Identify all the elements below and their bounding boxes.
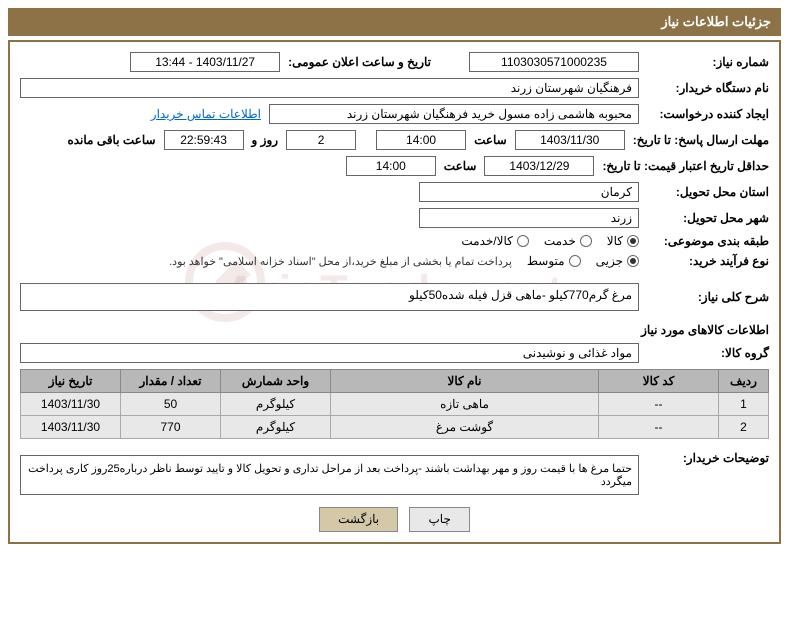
days-label: روز و: [244, 133, 287, 147]
city: زرند: [419, 208, 639, 228]
page-header: جزئیات اطلاعات نیاز: [8, 8, 781, 36]
table-header-row: ردیف کد کالا نام کالا واحد شمارش تعداد /…: [21, 370, 769, 393]
radio-medium-label: متوسط: [527, 254, 565, 268]
radio-service-label: خدمت: [544, 234, 576, 248]
items-section-title: اطلاعات کالاهای مورد نیاز: [20, 323, 769, 337]
description-box: مرغ گرم770کیلو -ماهی قزل فیله شده50کیلو: [20, 283, 639, 311]
category-radio-group: کالا خدمت کالا/خدمت: [461, 234, 639, 248]
validity-label: حداقل تاریخ اعتبار قیمت: تا تاریخ:: [594, 159, 769, 173]
city-label: شهر محل تحویل:: [639, 211, 769, 225]
radio-medium-circle: [569, 255, 581, 267]
main-container: AriaTender.net شماره نیاز: 1103030571000…: [8, 40, 781, 544]
radio-small[interactable]: جزیی: [596, 254, 639, 268]
th-code: کد کالا: [599, 370, 719, 393]
time-label-1: ساعت: [466, 133, 515, 147]
response-time: 14:00: [376, 130, 466, 150]
radio-goods-service-label: کالا/خدمت: [461, 234, 512, 248]
button-row: چاپ بازگشت: [20, 507, 769, 532]
row-validity: حداقل تاریخ اعتبار قیمت: تا تاریخ: 1403/…: [20, 156, 769, 176]
cell-qty: 770: [121, 416, 221, 439]
row-group: گروه کالا: مواد غذائی و نوشیدنی: [20, 343, 769, 363]
cell-code: --: [599, 393, 719, 416]
cell-unit: کیلوگرم: [221, 416, 331, 439]
page-title: جزئیات اطلاعات نیاز: [661, 14, 771, 29]
cell-row: 1: [719, 393, 769, 416]
description-label: شرح کلی نیاز:: [639, 290, 769, 304]
cell-name: گوشت مرغ: [331, 416, 599, 439]
row-deadline: مهلت ارسال پاسخ: تا تاریخ: 1403/11/30 سا…: [20, 130, 769, 150]
validity-time: 14:00: [346, 156, 436, 176]
row-description: شرح کلی نیاز: مرغ گرم770کیلو -ماهی قزل ف…: [20, 283, 769, 311]
countdown: 22:59:43: [164, 130, 244, 150]
cell-row: 2: [719, 416, 769, 439]
radio-small-circle: [627, 255, 639, 267]
group: مواد غذائی و نوشیدنی: [20, 343, 639, 363]
announce-date: 1403/11/27 - 13:44: [130, 52, 280, 72]
table-row: 1 -- ماهی تازه کیلوگرم 50 1403/11/30: [21, 393, 769, 416]
radio-service[interactable]: خدمت: [544, 234, 592, 248]
buyer-notes: حتما مرغ ها با قیمت روز و مهر بهداشت باش…: [20, 455, 639, 495]
radio-goods-service[interactable]: کالا/خدمت: [461, 234, 528, 248]
buyer-org: فرهنگیان شهرستان زرند: [20, 78, 639, 98]
cell-date: 1403/11/30: [21, 416, 121, 439]
row-category: طبقه بندی موضوعی: کالا خدمت کالا/خدمت: [20, 234, 769, 248]
radio-goods[interactable]: کالا: [607, 234, 639, 248]
requester: محبوبه هاشمی زاده مسول خرید فرهنگیان شهر…: [269, 104, 639, 124]
cell-unit: کیلوگرم: [221, 393, 331, 416]
items-table: ردیف کد کالا نام کالا واحد شمارش تعداد /…: [20, 369, 769, 439]
purchase-note: پرداخت تمام یا بخشی از مبلغ خرید،از محل …: [169, 255, 512, 268]
radio-service-circle: [580, 235, 592, 247]
row-purchase-type: نوع فرآیند خرید: جزیی متوسط پرداخت تمام …: [20, 254, 769, 268]
announce-date-label: تاریخ و ساعت اعلان عمومی:: [280, 55, 439, 69]
th-date: تاریخ نیاز: [21, 370, 121, 393]
radio-goods-label: کالا: [607, 234, 623, 248]
province-label: استان محل تحویل:: [639, 185, 769, 199]
purchase-type-label: نوع فرآیند خرید:: [639, 254, 769, 268]
need-number-label: شماره نیاز:: [639, 55, 769, 69]
print-button[interactable]: چاپ: [409, 507, 469, 532]
row-need-number: شماره نیاز: 1103030571000235 تاریخ و ساع…: [20, 52, 769, 72]
back-button[interactable]: بازگشت: [319, 507, 398, 532]
buyer-contact-link[interactable]: اطلاعات تماس خریدار: [151, 107, 261, 121]
cell-date: 1403/11/30: [21, 393, 121, 416]
th-unit: واحد شمارش: [221, 370, 331, 393]
radio-goods-service-circle: [517, 235, 529, 247]
buyer-notes-label: توضیحات خریدار:: [639, 447, 769, 465]
time-label-2: ساعت: [436, 159, 485, 173]
cell-name: ماهی تازه: [331, 393, 599, 416]
th-name: نام کالا: [331, 370, 599, 393]
validity-date: 1403/12/29: [484, 156, 594, 176]
radio-small-label: جزیی: [596, 254, 623, 268]
need-number: 1103030571000235: [469, 52, 639, 72]
row-buyer-org: نام دستگاه خریدار: فرهنگیان شهرستان زرند: [20, 78, 769, 98]
cell-code: --: [599, 416, 719, 439]
row-requester: ایجاد کننده درخواست: محبوبه هاشمی زاده م…: [20, 104, 769, 124]
row-buyer-notes: توضیحات خریدار: حتما مرغ ها با قیمت روز …: [20, 447, 769, 495]
group-label: گروه کالا:: [639, 346, 769, 360]
purchase-type-radio-group: جزیی متوسط: [527, 254, 639, 268]
th-qty: تعداد / مقدار: [121, 370, 221, 393]
province: کرمان: [419, 182, 639, 202]
radio-goods-circle: [627, 235, 639, 247]
requester-label: ایجاد کننده درخواست:: [639, 107, 769, 121]
row-province: استان محل تحویل: کرمان: [20, 182, 769, 202]
table-row: 2 -- گوشت مرغ کیلوگرم 770 1403/11/30: [21, 416, 769, 439]
cell-qty: 50: [121, 393, 221, 416]
days-count: 2: [286, 130, 356, 150]
radio-medium[interactable]: متوسط: [527, 254, 581, 268]
response-date: 1403/11/30: [515, 130, 625, 150]
row-city: شهر محل تحویل: زرند: [20, 208, 769, 228]
th-row: ردیف: [719, 370, 769, 393]
remaining-label: ساعت باقی مانده: [59, 133, 163, 147]
buyer-org-label: نام دستگاه خریدار:: [639, 81, 769, 95]
deadline-label: مهلت ارسال پاسخ: تا تاریخ:: [625, 133, 769, 147]
category-label: طبقه بندی موضوعی:: [639, 234, 769, 248]
